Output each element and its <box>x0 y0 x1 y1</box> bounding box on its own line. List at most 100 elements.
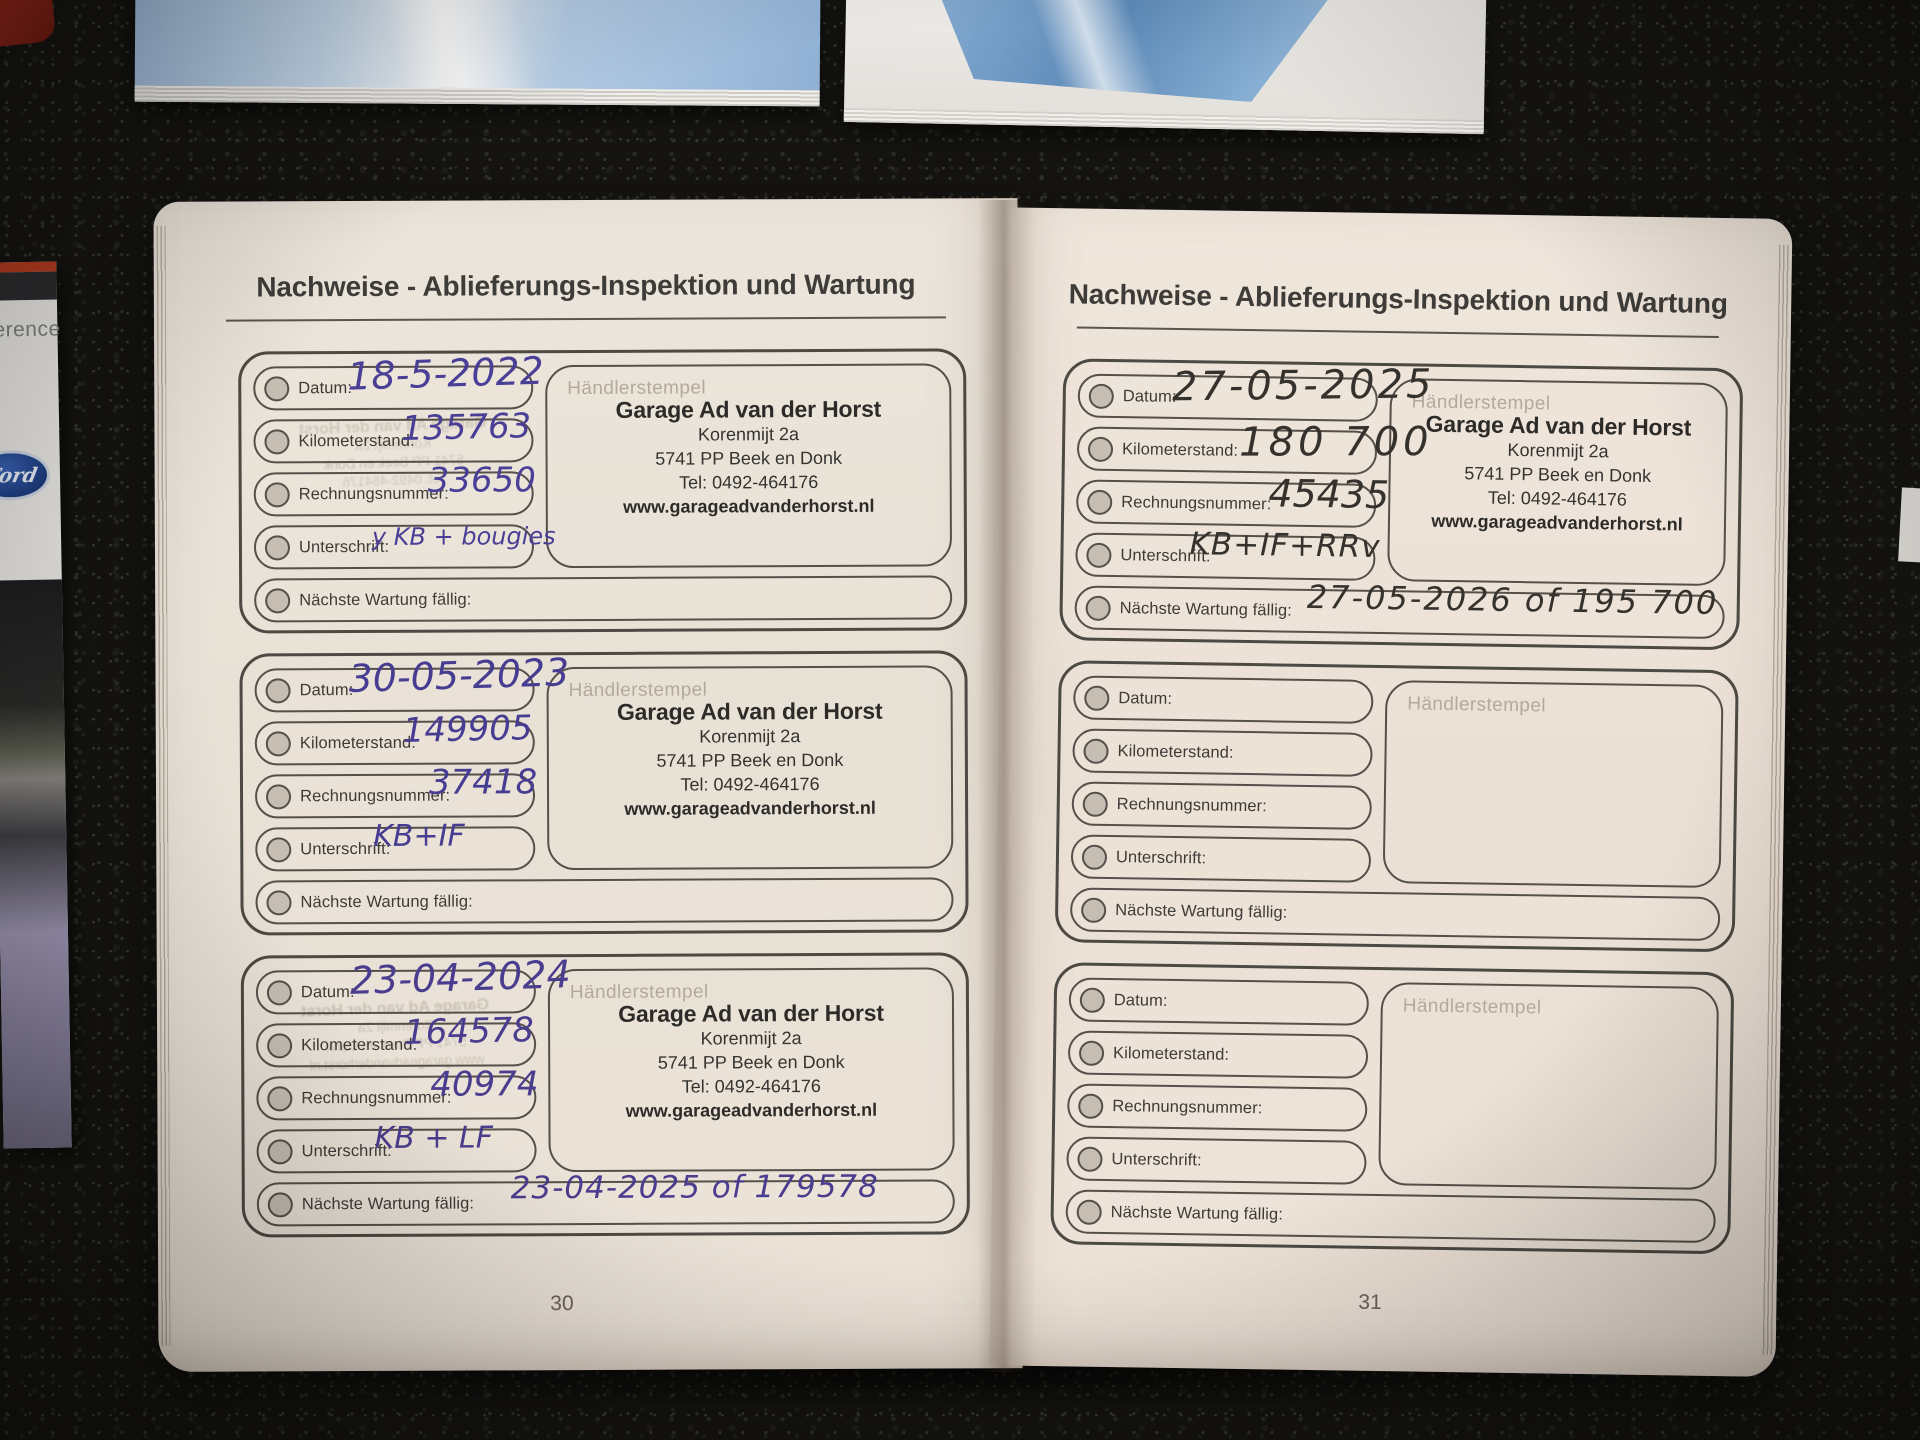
unterschrift-field: Unterschrift: <box>1070 834 1372 883</box>
entry-fields: Datum: 27-05-2025 Kilometerstand: 180 70… <box>1075 361 1435 581</box>
dealer-stamp: Garage Ad van der Horst Korenmijt 2a 574… <box>1390 410 1726 538</box>
entry-fields: Garage Ad van der Horst Korenmijt 2a 574… <box>253 349 556 570</box>
datum-field: Datum: 18-5-2022 <box>253 349 545 411</box>
field-bullet-circle <box>264 534 291 560</box>
unterschrift-label: Unterschrift: <box>1111 1149 1202 1169</box>
unterschrift-label: Unterschrift: <box>1120 545 1211 565</box>
kilometerstand-field: Kilometerstand: <box>1072 728 1373 777</box>
field-bullet-circle <box>1081 897 1107 923</box>
naechste-wartung-label: Nächste Wartung fällig: <box>1119 598 1293 620</box>
datum-field: Datum: 23-04-2024 <box>255 952 571 1015</box>
datum-label: Datum: <box>299 680 354 699</box>
dealer-stamp-box: Händlerstempel Garage Ad van der Horst K… <box>547 967 955 1173</box>
haendlerstempel-label: Händlerstempel <box>1411 391 1551 415</box>
datum-value-handwritten: 30-05-2023 <box>347 650 570 701</box>
dealer-stamp: Garage Ad van der Horst Korenmijt 2a 574… <box>550 999 953 1124</box>
page-header: Nachweise - Ablieferungs-Inspektion und … <box>1068 278 1728 320</box>
datum-value-handwritten: 18-5-2022 <box>346 348 545 399</box>
entry-grid: Datum: Kilometerstand: Rechnungsnummer: <box>1070 675 1724 889</box>
datum-label: Datum: <box>298 378 353 397</box>
field-bullet-circle <box>1088 383 1114 409</box>
datum-field: Datum: 27-05-2025 <box>1077 361 1435 422</box>
kilometerstand-label: Kilometerstand: <box>1112 1043 1230 1064</box>
field-bullet-circle <box>1079 987 1106 1013</box>
field-bullet-circle <box>267 1191 293 1217</box>
kilometerstand-field: Kilometerstand: 149905 <box>254 708 535 766</box>
haendlerstempel-label: Händlerstempel <box>1402 995 1542 1019</box>
field-bullet-circle <box>265 587 291 613</box>
dealer-website: www.garageadvanderhorst.nl <box>623 495 875 517</box>
unterschrift-field: Unterschrift: y KB + bougies <box>253 522 556 570</box>
datum-field: Datum: <box>1073 675 1374 724</box>
rechnungsnummer-field: Rechnungsnummer: <box>1071 781 1373 830</box>
field-bullet-circle <box>1084 685 1110 711</box>
dealer-stamp-box: Händlerstempel <box>1378 982 1720 1191</box>
dealer-address-line: Korenmijt 2a <box>700 1028 802 1049</box>
datum-label: Datum: <box>1118 688 1173 708</box>
naechste-wartung-field: Nächste Wartung fällig: <box>1069 887 1721 942</box>
closed-booklet-top-left <box>134 0 821 107</box>
dealer-stamp-box: Händlerstempel Garage Ad van der Horst K… <box>545 363 953 569</box>
dealer-stamp: Garage Ad van der Horst Korenmijt 2a 574… <box>547 395 950 520</box>
rechnungsnummer-label: Rechnungsnummer: <box>1121 492 1272 513</box>
naechste-wartung-value-handwritten: 23-04-2025 of 179578 <box>510 1168 879 1207</box>
datum-field: Datum: <box>1068 977 1370 1026</box>
dealer-phone: Tel: 0492-464176 <box>681 1075 821 1097</box>
naechste-wartung-field: Nächste Wartung fällig: <box>255 877 954 925</box>
field-bullet-circle <box>264 481 290 507</box>
datum-field: Datum: 30-05-2023 <box>254 650 570 713</box>
datum-label: Datum: <box>1113 990 1168 1010</box>
kilometerstand-label: Kilometerstand: <box>1121 439 1239 460</box>
paper-sliver-right-edge <box>1898 487 1920 563</box>
page-31: Nachweise - Ablieferungs-Inspektion und … <box>989 207 1793 1377</box>
naechste-wartung-label: Nächste Wartung fällig: <box>299 590 472 609</box>
naechste-wartung-field: Nächste Wartung fällig: <box>254 575 953 623</box>
naechste-wartung-field: Nächste Wartung fällig: <box>1065 1189 1716 1244</box>
field-bullet-circle <box>267 1085 293 1111</box>
kilometerstand-label: Kilometerstand: <box>298 431 415 450</box>
field-bullet-circle <box>1086 542 1112 568</box>
rechnungsnummer-field: Rechnungsnummer: 33650 <box>253 460 536 517</box>
service-entry-6-empty: Datum: Kilometerstand: Rechnungsnummer: <box>1050 962 1735 1255</box>
header-rule <box>1076 326 1719 338</box>
dealer-address-line: 5741 PP Beek en Donk <box>656 749 844 771</box>
naechste-wartung-label: Nächste Wartung fällig: <box>1110 1202 1284 1224</box>
unterschrift-label: Unterschrift: <box>301 1141 392 1160</box>
datum-label: Datum: <box>300 982 355 1001</box>
rechnungsnummer-field: Rechnungsnummer: <box>1066 1083 1368 1132</box>
field-bullet-circle <box>1087 436 1114 462</box>
dealer-address-line: Korenmijt 2a <box>699 726 801 747</box>
entry-grid: Garage Ad van der Horst Korenmijt 2a 574… <box>255 952 955 1174</box>
service-entry-4: Datum: 27-05-2025 Kilometerstand: 180 70… <box>1059 358 1744 651</box>
unterschrift-field: Unterschrift: <box>1066 1136 1367 1185</box>
naechste-wartung-field: Nächste Wartung fällig: 27-05-2026 of 19… <box>1074 578 1725 640</box>
field-bullet-circle <box>1081 844 1108 870</box>
kilometerstand-field: Kilometerstand: 135763 <box>253 406 534 464</box>
book-dark-band <box>0 271 57 301</box>
field-bullet-circle <box>266 979 292 1005</box>
rechnungsnummer-label: Rechnungsnummer: <box>298 484 449 503</box>
cover-photo-area <box>0 579 72 1149</box>
haendlerstempel-label: Händlerstempel <box>1407 693 1547 717</box>
service-booklet-open: Nachweise - Ablieferungs-Inspektion und … <box>153 198 1804 1377</box>
dealer-address-line: Korenmijt 2a <box>697 424 800 445</box>
unterschrift-field: Unterschrift: KB+IF <box>255 819 536 872</box>
ford-logo: Ford <box>0 449 51 501</box>
service-entry-3: Garage Ad van der Horst Korenmijt 2a 574… <box>240 952 970 1238</box>
dealer-stamp-box: Händlerstempel <box>1382 680 1724 889</box>
unterschrift-label: Unterschrift: <box>298 537 390 556</box>
naechste-wartung-label: Nächste Wartung fällig: <box>300 892 473 911</box>
page-header: Nachweise - Ablieferungs-Inspektion und … <box>256 268 916 303</box>
kilometerstand-label: Kilometerstand: <box>301 1035 418 1054</box>
dealer-phone: Tel: 0492-464176 <box>679 471 819 493</box>
rechnungsnummer-value-handwritten: 45435 <box>1268 471 1390 518</box>
field-bullet-circle <box>1087 489 1113 515</box>
entry-fields: Datum: Kilometerstand: Rechnungsnummer: <box>1066 977 1370 1185</box>
naechste-wartung-label: Nächste Wartung fällig: <box>1115 900 1288 922</box>
kilometerstand-field: Kilometerstand: 180 700 <box>1076 419 1433 475</box>
haendlerstempel-label: Händlerstempel <box>569 981 709 1004</box>
rechnungsnummer-field: Rechnungsnummer: 45435 <box>1075 471 1390 528</box>
field-bullet-circle <box>1076 1199 1102 1225</box>
page-number: 30 <box>550 1292 574 1316</box>
cover-artwork <box>934 0 1333 104</box>
